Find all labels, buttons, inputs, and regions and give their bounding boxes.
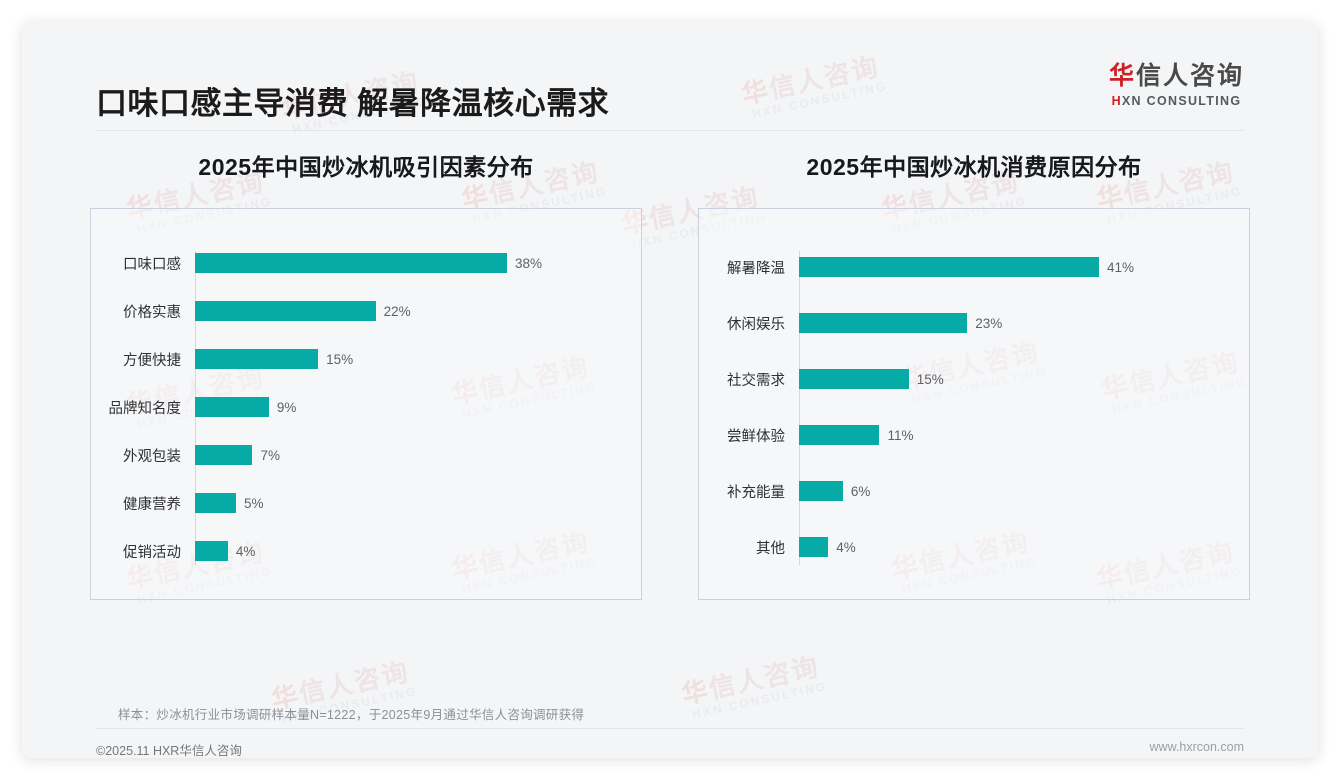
bar-category-label: 口味口感 (123, 256, 181, 273)
bar-value-label: 41% (1107, 259, 1135, 275)
bar (195, 253, 507, 273)
bar-category-label: 外观包装 (123, 448, 181, 465)
bar-row: 外观包装 7% (91, 442, 641, 468)
bar-row: 尝鲜体验 11% (699, 422, 1249, 448)
bar-row: 口味口感 38% (91, 250, 641, 276)
bar-value-label: 38% (515, 255, 543, 271)
bar-track: 38% (195, 250, 641, 276)
bar-value-label: 7% (260, 447, 280, 463)
bar (799, 313, 968, 333)
bar-category-label: 补充能量 (727, 484, 785, 501)
bar-value-label: 15% (916, 371, 944, 387)
slide-footer: ©2025.11 HXR华信人咨询 www.hxrcon.com (22, 736, 1318, 758)
bar-category-label: 解暑降温 (727, 260, 785, 277)
bar-value-label: 4% (836, 539, 856, 555)
bar-value-label: 9% (276, 399, 297, 415)
bar (195, 349, 319, 369)
bar-category-label: 休闲娱乐 (727, 316, 785, 333)
bar (195, 541, 228, 561)
bar (799, 537, 829, 557)
bar-row: 价格实惠 22% (91, 298, 641, 324)
bar (799, 257, 1099, 277)
brand-logo-cn-rest: 信人咨询 (1135, 62, 1244, 90)
charts-container: 2025年中国炒冰机吸引因素分布 口味口感 38% 价格实惠 22% 方便快捷 15% 品牌… (22, 148, 1318, 600)
bar-rows-left: 口味口感 38% 价格实惠 22% 方便快捷 15% 品牌知名度 9% 外观包装 7% 健康营养 5%… (91, 239, 641, 575)
bar (799, 369, 909, 389)
bar-value-label: 15% (326, 351, 354, 367)
brand-logo-cn-red: 华 (1108, 62, 1136, 90)
brand-logo-cn: 华信人咨询 (1109, 62, 1244, 91)
sample-footnote: 样本：炒冰机行业市场调研样本量N=1222，于2025年9月通过华信人咨询调研获… (118, 708, 585, 722)
bar-category-label: 品牌知名度 (108, 400, 182, 417)
bar-rows-right: 解暑降温 41% 休闲娱乐 23% 社交需求 15% 尝鲜体验 11% 补充能量 6% 其他 4% (699, 239, 1249, 575)
chart-title-left: 2025年中国炒冰机吸引因素分布 (198, 154, 534, 180)
bar-row: 健康营养 5% (91, 490, 641, 516)
bar-track: 4% (195, 538, 641, 564)
bar (195, 445, 253, 465)
bar-row: 补充能量 6% (699, 478, 1249, 504)
category-axis-line-right (799, 251, 800, 565)
chart-card-right: 解暑降温 41% 休闲娱乐 23% 社交需求 15% 尝鲜体验 11% 补充能量 6% 其他 4% (698, 208, 1250, 600)
bar (799, 481, 843, 501)
page-title: 口味口感主导消费 解暑降温核心需求 (96, 86, 610, 121)
bar-row: 解暑降温 41% (699, 254, 1249, 280)
bar (195, 493, 237, 513)
bar-track: 9% (195, 394, 641, 420)
copyright-text: ©2025.11 HXR华信人咨询 (96, 744, 242, 758)
website-text: www.hxrcon.com (1149, 740, 1244, 754)
bar-track: 6% (799, 478, 1249, 504)
bar-row: 社交需求 15% (699, 366, 1249, 392)
brand-logo: 华信人咨询 HXN CONSULTING (1109, 62, 1244, 108)
footer-divider (96, 728, 1244, 729)
bar-category-label: 促销活动 (123, 544, 181, 561)
bar-value-label: 22% (383, 303, 411, 319)
watermark-en: HXN CONSULTING (690, 679, 829, 722)
bar (799, 425, 880, 445)
bar-track: 41% (799, 254, 1249, 280)
bar-track: 7% (195, 442, 641, 468)
plot-area-left: 口味口感 38% 价格实惠 22% 方便快捷 15% 品牌知名度 9% 外观包装 7% 健康营养 5%… (91, 239, 641, 575)
bar-value-label: 4% (235, 543, 256, 559)
bar-category-label: 方便快捷 (123, 352, 181, 369)
slide-header: 口味口感主导消费 解暑降温核心需求 华信人咨询 HXN CONSULTING (22, 22, 1318, 132)
bar-track: 4% (799, 534, 1249, 560)
bar (195, 397, 269, 417)
brand-logo-en-rest: XN CONSULTING (1121, 93, 1242, 108)
brand-logo-en: HXN CONSULTING (1109, 94, 1244, 108)
chart-panel-consumption-reasons: 2025年中国炒冰机消费原因分布 解暑降温 41% 休闲娱乐 23% 社交需求 15% 尝鲜… (670, 148, 1318, 600)
bar-value-label: 5% (244, 495, 264, 511)
bar-value-label: 6% (850, 483, 871, 499)
bar-row: 其他 4% (699, 534, 1249, 560)
bar-track: 23% (799, 310, 1249, 336)
chart-card-left: 口味口感 38% 价格实惠 22% 方便快捷 15% 品牌知名度 9% 外观包装 7% 健康营养 5%… (90, 208, 642, 600)
bar-row: 休闲娱乐 23% (699, 310, 1249, 336)
brand-logo-en-red: H (1111, 93, 1122, 108)
bar-category-label: 价格实惠 (123, 304, 181, 321)
bar-track: 5% (195, 490, 641, 516)
chart-title-right: 2025年中国炒冰机消费原因分布 (806, 154, 1142, 180)
bar-row: 方便快捷 15% (91, 346, 641, 372)
bar-row: 促销活动 4% (91, 538, 641, 564)
plot-area-right: 解暑降温 41% 休闲娱乐 23% 社交需求 15% 尝鲜体验 11% 补充能量 6% 其他 4% (699, 239, 1249, 575)
bar-value-label: 23% (975, 315, 1003, 331)
bar-track: 15% (799, 366, 1249, 392)
chart-panel-attraction-factors: 2025年中国炒冰机吸引因素分布 口味口感 38% 价格实惠 22% 方便快捷 15% 品牌… (22, 148, 670, 600)
bar-value-label: 11% (887, 427, 914, 443)
bar-category-label: 健康营养 (123, 496, 181, 513)
bar-category-label: 尝鲜体验 (727, 428, 785, 445)
bar-track: 11% (799, 422, 1249, 448)
bar (195, 301, 376, 321)
bar-category-label: 其他 (756, 540, 785, 557)
bar-row: 品牌知名度 9% (91, 394, 641, 420)
bar-track: 22% (195, 298, 641, 324)
watermark-cn: 华信人咨询 (678, 651, 823, 710)
bar-category-label: 社交需求 (727, 372, 785, 389)
bar-track: 15% (195, 346, 641, 372)
header-divider (96, 130, 1244, 131)
